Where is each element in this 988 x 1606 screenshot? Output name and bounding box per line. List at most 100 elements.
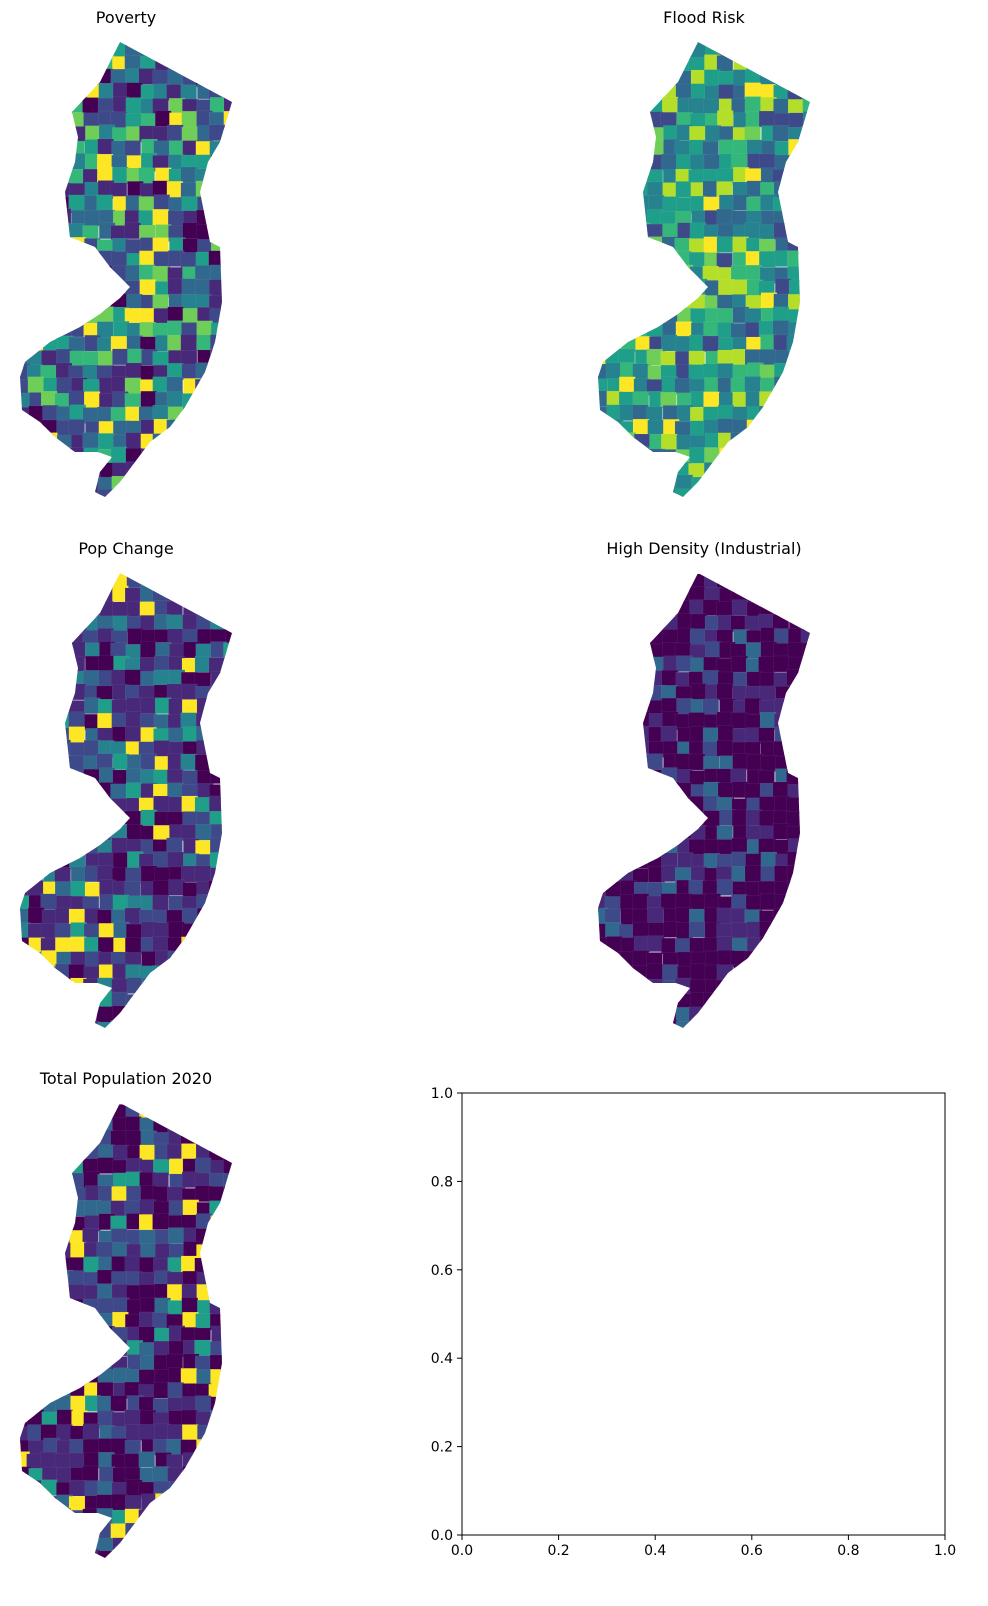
map-region bbox=[774, 726, 792, 744]
map-region bbox=[802, 111, 810, 128]
map-region bbox=[26, 991, 44, 1008]
map-region bbox=[54, 739, 71, 757]
map-region bbox=[68, 55, 85, 72]
map-region bbox=[181, 1522, 198, 1539]
map-region bbox=[96, 194, 113, 212]
map-region bbox=[598, 420, 608, 437]
map-region bbox=[1, 1300, 17, 1316]
map-region bbox=[773, 98, 790, 115]
map-region bbox=[20, 1129, 30, 1146]
map-region bbox=[598, 616, 609, 633]
map-region bbox=[196, 1509, 214, 1527]
map-region bbox=[577, 43, 593, 59]
map-region bbox=[802, 642, 810, 660]
map-region bbox=[41, 991, 58, 1008]
map-region bbox=[20, 448, 31, 466]
map-region bbox=[83, 266, 101, 283]
map-region bbox=[42, 1313, 60, 1331]
map-region bbox=[97, 712, 114, 730]
x-tick-label: 0.0 bbox=[451, 1543, 473, 1559]
map-region bbox=[20, 1285, 29, 1303]
map-region bbox=[604, 823, 621, 840]
map-region bbox=[577, 839, 593, 855]
map-region bbox=[83, 447, 100, 465]
map-region bbox=[223, 1020, 232, 1028]
map-region bbox=[816, 839, 832, 855]
x-tick-label: 1.0 bbox=[934, 1543, 956, 1559]
map-region bbox=[56, 474, 74, 491]
map-region bbox=[71, 1550, 88, 1558]
map-region bbox=[239, 279, 255, 295]
map-region bbox=[125, 1522, 142, 1540]
map-region bbox=[690, 42, 707, 59]
map-region bbox=[182, 434, 199, 451]
map-region bbox=[223, 937, 232, 955]
map-region bbox=[222, 1437, 232, 1455]
map-region bbox=[20, 1271, 32, 1288]
y-tick-label: 0.8 bbox=[431, 1174, 453, 1190]
map-region bbox=[816, 1021, 832, 1037]
map-region bbox=[717, 725, 735, 743]
map-region bbox=[237, 852, 253, 868]
map-region bbox=[196, 894, 213, 911]
map-region bbox=[633, 125, 650, 143]
map-region bbox=[802, 977, 810, 995]
map-region bbox=[20, 307, 32, 324]
map-region bbox=[705, 641, 722, 658]
map-region bbox=[68, 726, 86, 743]
map-region bbox=[604, 70, 621, 87]
map-region bbox=[56, 96, 74, 114]
map-region bbox=[68, 169, 85, 186]
map-region bbox=[222, 1383, 232, 1400]
map-region bbox=[579, 419, 595, 435]
map-region bbox=[224, 222, 232, 240]
map-region bbox=[98, 42, 116, 59]
map-region bbox=[20, 756, 29, 773]
map-region bbox=[718, 42, 735, 57]
map-region bbox=[662, 405, 680, 422]
map-region bbox=[181, 936, 198, 953]
map-region bbox=[598, 182, 608, 200]
map-region bbox=[98, 923, 116, 940]
map-region bbox=[598, 657, 608, 674]
map-region bbox=[773, 573, 790, 590]
map-region bbox=[153, 251, 170, 268]
map-region bbox=[703, 321, 720, 338]
map-region bbox=[167, 1382, 184, 1399]
map-region bbox=[222, 1550, 232, 1558]
map-region bbox=[41, 1537, 58, 1555]
map-region bbox=[197, 1424, 214, 1442]
map-region bbox=[224, 1314, 232, 1331]
map-region bbox=[1, 1022, 17, 1038]
map-region bbox=[648, 195, 665, 212]
map-region bbox=[42, 307, 59, 324]
y-tick-label: 0.4 bbox=[431, 1351, 453, 1367]
map-region bbox=[223, 110, 232, 128]
map-region bbox=[620, 627, 638, 645]
map-region bbox=[817, 309, 833, 325]
map-region bbox=[26, 250, 44, 268]
map-region bbox=[97, 586, 114, 604]
map-region bbox=[54, 851, 72, 869]
map-region bbox=[166, 1005, 184, 1023]
map-region bbox=[41, 979, 58, 997]
map-region bbox=[800, 320, 810, 338]
map-region bbox=[577, 586, 593, 602]
map-region bbox=[27, 1116, 44, 1134]
map-region bbox=[140, 1297, 157, 1315]
map-region bbox=[730, 922, 748, 939]
map-region bbox=[40, 194, 57, 211]
map-region bbox=[26, 125, 44, 143]
map-region bbox=[182, 222, 199, 240]
map-region bbox=[222, 852, 232, 869]
map-region bbox=[773, 222, 791, 239]
map-region bbox=[787, 726, 804, 744]
map-region bbox=[787, 587, 804, 605]
map-region bbox=[20, 1257, 32, 1275]
map-region bbox=[676, 698, 693, 715]
map-region bbox=[210, 1396, 227, 1414]
map-region bbox=[183, 43, 200, 60]
map-region bbox=[153, 669, 170, 687]
map-region bbox=[606, 490, 624, 497]
map-region bbox=[1, 1130, 17, 1146]
